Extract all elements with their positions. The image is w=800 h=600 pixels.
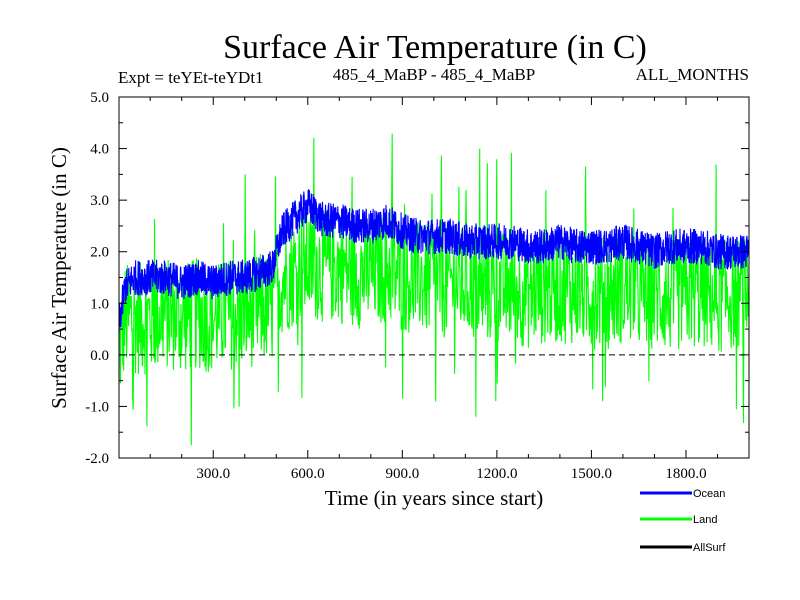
y-tick-label: 4.0 [90, 142, 109, 158]
y-tick-label: 0.0 [90, 348, 109, 364]
x-tick-label: 900.0 [385, 466, 419, 482]
x-tick-label: 1800.0 [665, 466, 706, 482]
plot-area [118, 133, 750, 446]
y-tick-label: 1.0 [90, 296, 109, 312]
x-tick-label: 1200.0 [476, 466, 517, 482]
x-axis-label: Time (in years since start) [325, 486, 544, 510]
x-tick-label: 300.0 [196, 466, 230, 482]
x-tick-label: 1500.0 [571, 466, 612, 482]
series-ocean-line [118, 189, 750, 333]
legend-label-ocean: Ocean [693, 488, 725, 500]
legend-label-land: Land [693, 514, 717, 526]
y-tick-label: 3.0 [90, 193, 109, 209]
subtitle-months: ALL_MONTHS [636, 65, 749, 84]
x-axis: 300.0 600.0 900.0 1200.0 1500.0 1800.0 [149, 97, 718, 482]
y-tick-label: -2.0 [85, 451, 109, 467]
legend-label-allsurf: AllSurf [693, 542, 726, 554]
chart-title: Surface Air Temperature (in C) [223, 29, 647, 66]
subtitle-expt: Expt = teYEt-teYDt1 [118, 68, 264, 87]
subtitle-runs: 485_4_MaBP - 485_4_MaBP [333, 65, 535, 84]
x-tick-label: 600.0 [291, 466, 325, 482]
y-axis: -2.0 -1.0 0.0 1.0 2.0 3.0 4.0 5.0 [85, 90, 749, 467]
y-axis-label: Surface Air Temperature (in C) [47, 147, 71, 409]
legend: Ocean Land AllSurf [640, 488, 726, 554]
y-tick-label: -1.0 [85, 399, 109, 415]
y-tick-label: 2.0 [90, 245, 109, 261]
y-tick-label: 5.0 [90, 90, 109, 106]
